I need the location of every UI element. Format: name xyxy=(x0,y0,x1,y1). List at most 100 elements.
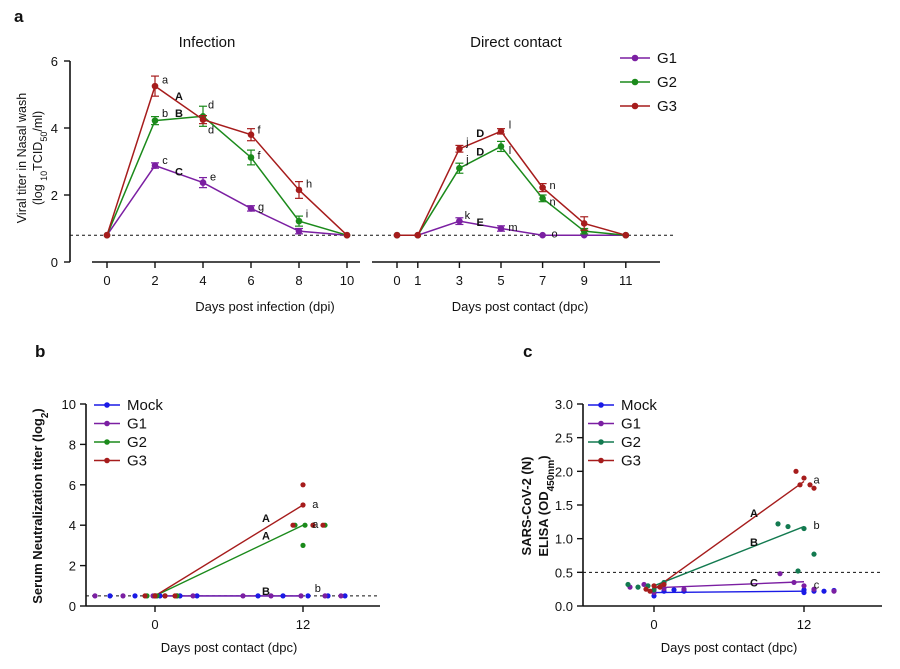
y-axis-label-line1: Viral titer in Nasal wash xyxy=(15,93,29,223)
series-line-g3-infection xyxy=(106,84,348,236)
point-day12-g1 xyxy=(791,579,797,586)
y-axis-label-part: 2 xyxy=(40,412,51,418)
y-tick-label: 3.0 xyxy=(555,397,573,412)
point-day0-g1 xyxy=(92,593,98,599)
data-point-g2 xyxy=(247,154,255,161)
data-point-g2 xyxy=(456,164,463,172)
x-axis-label-infection: Days post infection (dpi) xyxy=(195,299,334,314)
point-day12-mock xyxy=(280,593,286,599)
point-day0-g3 xyxy=(172,593,178,599)
x-axis-label: Days post contact (dpc) xyxy=(161,640,298,655)
annotation-letter: l xyxy=(509,145,511,157)
subplot-title-infection: Infection xyxy=(179,34,236,51)
point-day12-g3 xyxy=(310,522,316,528)
data-point-g3 xyxy=(199,116,207,123)
point-day12-g3 xyxy=(807,482,813,488)
point-day12-g1 xyxy=(298,593,304,599)
point-day0-g1 xyxy=(681,586,687,592)
annotation-letter: m xyxy=(508,222,517,234)
annotation-letter: D xyxy=(476,146,484,158)
panel-label-a: a xyxy=(14,7,24,26)
legend-label-g1: G1 xyxy=(657,50,677,67)
annotation-letter: B xyxy=(175,108,183,120)
series-line-g1-infection xyxy=(106,164,348,236)
legend-label-mock: Mock xyxy=(621,397,657,414)
point-day12-g3 xyxy=(300,502,306,508)
point-day12-g3 xyxy=(801,475,807,481)
annotation-letter: A xyxy=(750,508,758,520)
mean-line-g3 xyxy=(653,480,805,590)
legend-label-g3: G3 xyxy=(657,98,677,115)
legend-label-g3: G3 xyxy=(621,453,641,470)
point-day12-g3 xyxy=(290,522,296,528)
annotation-letter: A xyxy=(262,530,270,542)
data-point-g3 xyxy=(456,145,463,153)
point-day0-mock xyxy=(671,587,677,593)
x-tick-label-contact: 3 xyxy=(456,273,463,288)
point-day12-g1 xyxy=(322,593,328,599)
y-tick-label: 1.0 xyxy=(555,532,573,547)
data-point-g3 xyxy=(414,231,422,239)
y-tick-label: 0 xyxy=(69,599,76,614)
x-tick-label: 12 xyxy=(296,617,310,632)
data-point-g2 xyxy=(580,227,588,235)
legend-marker-g1 xyxy=(598,420,604,427)
legend-label-g3: G3 xyxy=(127,453,147,470)
x-tick-label: 12 xyxy=(797,617,811,632)
y-tick-label: 0.0 xyxy=(555,599,573,614)
legend-marker-mock xyxy=(104,402,110,408)
annotation-letter: h xyxy=(306,178,312,190)
y-tick-label: 0.5 xyxy=(555,565,573,580)
data-point-g1 xyxy=(456,217,463,225)
x-tick-label-contact: 5 xyxy=(497,273,504,288)
y-tick-label: 2.0 xyxy=(555,464,573,479)
x-tick-label-contact: 0 xyxy=(393,273,400,288)
mean-line-g2 xyxy=(653,525,805,587)
point-day12-g1 xyxy=(801,583,807,589)
legend-label-g2: G2 xyxy=(657,74,677,91)
y-axis-label-part: Serum Neutralization titer (log xyxy=(30,418,45,604)
point-day12-g1 xyxy=(240,593,246,599)
x-tick-label-infection: 4 xyxy=(199,273,206,288)
point-day0-g2 xyxy=(635,584,641,590)
point-day0-mock xyxy=(107,593,113,599)
annotation-letter: d xyxy=(208,125,214,137)
data-point-g3 xyxy=(580,220,588,227)
point-day0-mock xyxy=(132,593,138,599)
point-day12-g3 xyxy=(811,485,817,491)
data-point-g3 xyxy=(343,231,351,239)
panel-label-c: c xyxy=(523,342,532,361)
point-day0-g1 xyxy=(661,585,667,592)
y-tick-label: 4 xyxy=(69,518,76,533)
point-day0-g1 xyxy=(190,593,196,599)
x-tick-label-infection: 0 xyxy=(103,273,110,288)
annotation-letter: a xyxy=(312,519,319,531)
point-day0-g3 xyxy=(651,583,657,589)
y-tick-label: 0 xyxy=(51,255,58,270)
point-day12-g3 xyxy=(793,468,799,474)
point-day0-g3 xyxy=(643,586,649,592)
point-day12-g1 xyxy=(338,593,344,599)
data-point-g1 xyxy=(151,162,159,169)
annotation-letter: n xyxy=(550,197,556,209)
legend-label-g1: G1 xyxy=(621,416,641,433)
data-point-g1 xyxy=(199,179,207,186)
legend-marker-g2 xyxy=(598,439,604,445)
mean-line-g1 xyxy=(653,581,805,589)
point-day12-g2 xyxy=(801,525,807,532)
x-tick-label-contact: 9 xyxy=(581,273,588,288)
data-point-g2 xyxy=(539,195,546,202)
point-day12-g2 xyxy=(785,523,791,530)
annotation-letter: d xyxy=(208,100,214,112)
y-axis-label-part: ) xyxy=(30,408,45,412)
legend-label-mock: Mock xyxy=(127,397,163,414)
y-tick-label: 2 xyxy=(51,188,58,203)
point-day0-g1 xyxy=(641,581,647,588)
point-day0-g2 xyxy=(651,587,657,593)
point-day0-g3 xyxy=(657,584,663,590)
point-day12-mock xyxy=(305,593,311,599)
y-axis-label-part: ) xyxy=(536,455,551,459)
y-tick-label: 8 xyxy=(69,437,76,452)
mean-line-g3 xyxy=(154,504,304,597)
